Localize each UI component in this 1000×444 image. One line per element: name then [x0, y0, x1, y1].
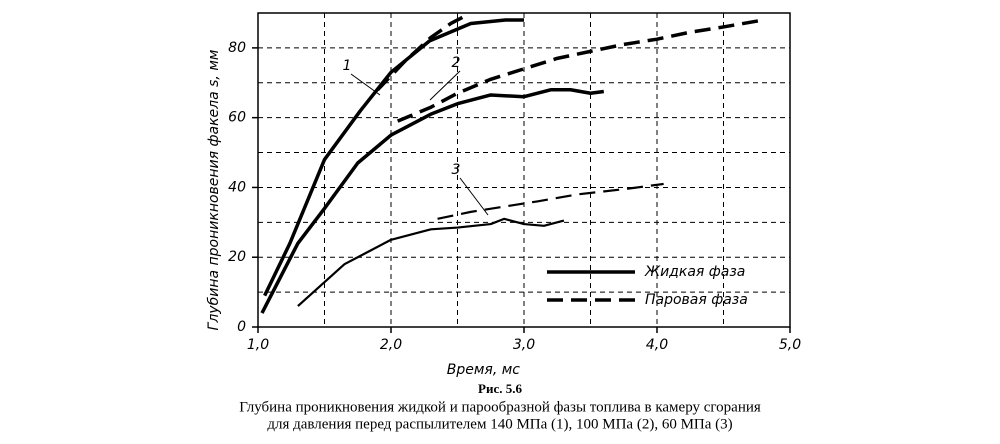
y-tick-label: 80 [228, 40, 246, 56]
y-tick-label: 40 [228, 179, 246, 195]
leader-line [429, 70, 461, 101]
y-tick-label: 0 [237, 319, 246, 335]
series-line [396, 18, 764, 123]
y-tick-label: 60 [228, 110, 246, 126]
y-tick-label: 20 [228, 249, 246, 265]
legend-label: Паровая фаза [645, 292, 748, 308]
curve-label: 2 [452, 55, 461, 71]
caption-line: для давления перед распылителем 140 МПа … [267, 416, 732, 432]
caption-line: Глубина проникновения жидкой и парообраз… [239, 399, 761, 415]
curve-label: 1 [343, 58, 352, 74]
x-tick-label: 1,0 [247, 337, 269, 353]
series-line [263, 18, 524, 297]
x-tick-label: 3,0 [513, 337, 535, 353]
series-line [260, 88, 605, 314]
leader-line [350, 73, 381, 96]
legend-label: Жидкая фаза [644, 264, 745, 280]
curve-label: 3 [452, 162, 461, 178]
x-tick-label: 5,0 [779, 337, 801, 353]
x-tick-label: 2,0 [380, 337, 402, 353]
series-line [297, 217, 565, 307]
caption-title: Рис. 5.6 [478, 381, 522, 396]
series-line [437, 182, 664, 220]
x-axis-label: Время, мс [447, 362, 521, 378]
series-line [376, 14, 465, 91]
leader-line [459, 177, 489, 216]
y-axis-label: Глубина проникновения факела s, мм [206, 49, 222, 330]
x-tick-label: 4,0 [646, 337, 668, 353]
